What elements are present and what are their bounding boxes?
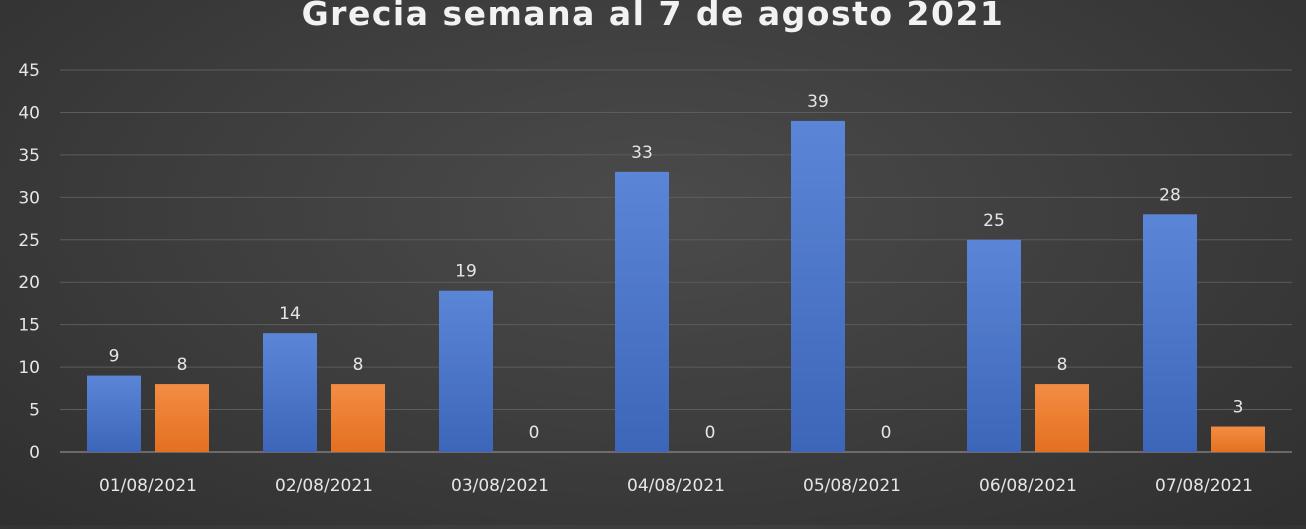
gridlines xyxy=(60,69,1292,453)
y-tick-label: 45 xyxy=(18,61,40,81)
y-tick-label: 20 xyxy=(18,273,40,293)
data-label: 0 xyxy=(529,423,540,443)
bar-series-2 xyxy=(1211,426,1265,452)
x-tick-label: 06/08/2021 xyxy=(979,476,1077,496)
x-tick-label: 05/08/2021 xyxy=(803,476,901,496)
bar-series-1 xyxy=(615,171,669,452)
y-tick-label: 35 xyxy=(18,146,40,166)
data-label: 19 xyxy=(455,262,477,282)
data-label: 39 xyxy=(807,92,829,112)
data-label: 8 xyxy=(177,355,188,375)
data-label: 8 xyxy=(1057,355,1068,375)
y-tick-label: 10 xyxy=(18,358,40,378)
y-tick-label: 15 xyxy=(18,316,40,336)
y-axis-ticks: 0 5 10 15 20 25 30 35 40 45 xyxy=(18,61,40,463)
y-tick-label: 30 xyxy=(18,188,40,208)
y-tick-label: 5 xyxy=(29,401,40,421)
bar-series-1 xyxy=(1143,214,1197,452)
x-tick-label: 04/08/2021 xyxy=(627,476,725,496)
data-label: 9 xyxy=(109,347,120,367)
x-tick-label: 03/08/2021 xyxy=(451,476,549,496)
data-label: 25 xyxy=(983,211,1005,231)
y-tick-label: 0 xyxy=(29,443,40,463)
x-axis-ticks: 01/08/2021 02/08/2021 03/08/2021 04/08/2021… xyxy=(99,476,1253,496)
data-label: 0 xyxy=(881,423,892,443)
x-tick-label: 02/08/2021 xyxy=(275,476,373,496)
bars xyxy=(87,120,1265,452)
data-labels: 9 8 14 8 19 0 33 0 39 0 25 8 28 3 xyxy=(109,92,1244,443)
y-tick-label: 40 xyxy=(18,103,40,123)
data-label: 28 xyxy=(1159,185,1181,205)
chart-title: Grecia semana al 7 de agosto 2021 xyxy=(301,0,1005,33)
bar-series-2 xyxy=(331,384,385,452)
y-tick-label: 25 xyxy=(18,231,40,251)
x-tick-label: 01/08/2021 xyxy=(99,476,197,496)
bar-series-1 xyxy=(791,120,845,452)
x-tick-label: 07/08/2021 xyxy=(1155,476,1253,496)
data-label: 14 xyxy=(279,304,301,324)
bar-series-1 xyxy=(263,333,317,452)
data-label: 0 xyxy=(705,423,716,443)
data-label: 3 xyxy=(1233,398,1244,418)
bar-series-1 xyxy=(87,375,141,452)
bar-series-2 xyxy=(155,384,209,452)
data-label: 8 xyxy=(353,355,364,375)
bar-series-1 xyxy=(967,239,1021,452)
bar-series-2 xyxy=(1035,384,1089,452)
bar-series-1 xyxy=(439,290,493,452)
data-label: 33 xyxy=(631,143,653,163)
